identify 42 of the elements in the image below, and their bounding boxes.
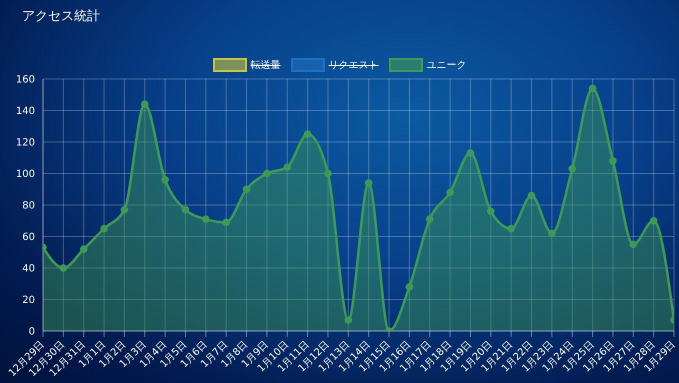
point [324, 170, 332, 178]
y-tick-label: 20 [22, 295, 35, 306]
point [548, 230, 556, 238]
point [446, 188, 454, 196]
point [120, 206, 128, 214]
point [609, 157, 617, 165]
point [406, 283, 414, 291]
point [100, 224, 108, 232]
point [263, 170, 271, 178]
point [242, 186, 250, 193]
point [466, 149, 474, 157]
point [588, 84, 596, 92]
point [507, 224, 515, 232]
point [304, 130, 312, 138]
y-tick-label: 160 [16, 74, 35, 86]
point [182, 206, 190, 214]
point [487, 208, 495, 216]
point [222, 218, 230, 226]
point [161, 176, 169, 184]
chart-title: アクセス統計 [22, 8, 100, 25]
y-tick-label: 60 [22, 232, 35, 244]
point [630, 240, 638, 248]
point [60, 264, 68, 272]
point [141, 100, 149, 108]
legend-label: ユニーク [426, 59, 466, 72]
point [568, 165, 576, 173]
point [426, 215, 434, 223]
point [364, 179, 372, 187]
y-tick-label: 100 [16, 169, 35, 180]
point [528, 192, 536, 200]
y-tick-label: 120 [16, 138, 35, 149]
point [202, 215, 210, 223]
y-tick-label: 80 [22, 200, 35, 212]
legend-label: リクエスト [328, 59, 378, 72]
point [284, 163, 292, 171]
y-tick-label: 40 [22, 264, 35, 275]
point [80, 245, 88, 253]
point [650, 217, 658, 224]
y-tick-label: 140 [16, 106, 35, 118]
legend-label: 転送量 [250, 59, 280, 72]
y-tick-label: 0 [28, 326, 35, 338]
point [344, 316, 352, 324]
